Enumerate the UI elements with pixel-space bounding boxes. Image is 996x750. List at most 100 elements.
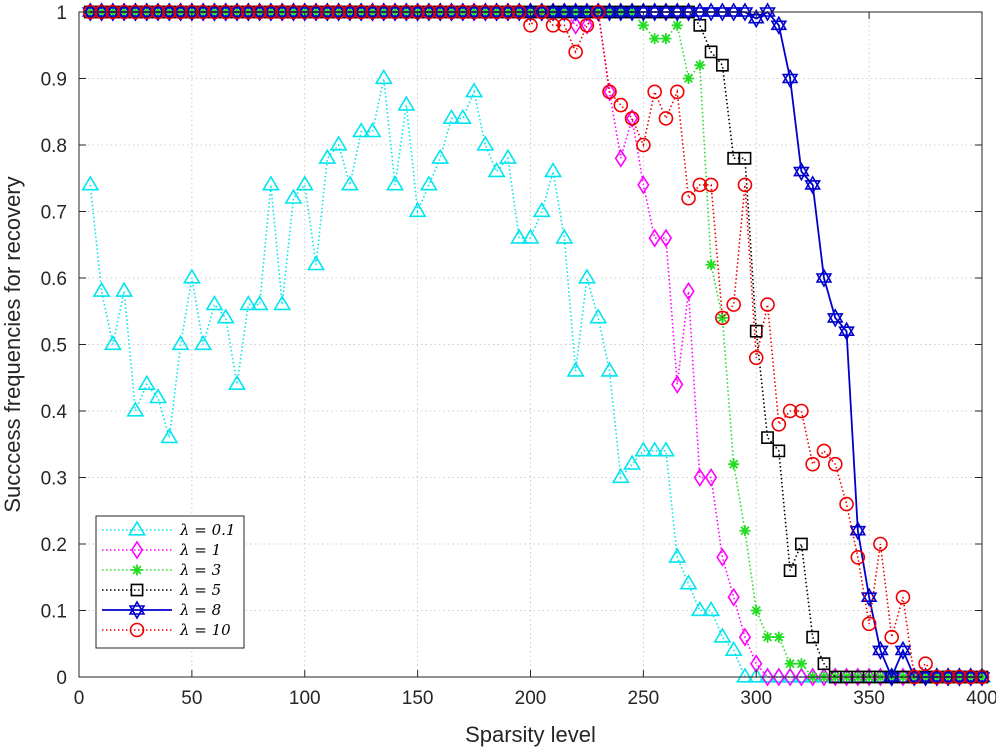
data-point: [127, 2, 144, 22]
data-point: [658, 111, 674, 126]
legend-marker: [129, 622, 145, 638]
data-point: [623, 454, 642, 470]
data-point: [659, 228, 673, 248]
data-point: [679, 574, 698, 590]
data-point: [693, 468, 706, 487]
data-point: [126, 401, 145, 417]
data-point: [171, 334, 190, 351]
legend: λ = 0.1 λ = 1 λ = 3 λ = 5 λ = 8 λ = 10: [95, 515, 245, 649]
data-point: [329, 135, 348, 151]
data-point: [556, 2, 573, 22]
data-point: [773, 631, 785, 643]
data-point: [115, 2, 133, 22]
data-point: [783, 667, 797, 687]
data-point: [724, 640, 743, 656]
data-point: [419, 175, 438, 191]
data-point: [795, 658, 807, 670]
data-point: [476, 135, 495, 151]
data-point: [498, 148, 517, 164]
data-point: [793, 161, 810, 182]
data-point: [319, 2, 336, 22]
data-point: [806, 630, 820, 644]
data-point: [194, 334, 213, 351]
y-tick-label: 0.7: [41, 203, 67, 224]
legend-label: λ = 8: [179, 601, 221, 619]
data-point: [137, 374, 156, 390]
data-point: [228, 374, 247, 390]
data-point: [928, 667, 946, 687]
data-point: [783, 564, 797, 577]
data-point: [804, 175, 822, 195]
data-point: [759, 2, 776, 22]
y-axis-label: Succcess frequencies for recovery: [0, 176, 25, 512]
x-tick-label: 200: [515, 688, 547, 709]
ticks: 0 50 100 150 200 250 300 350 400 0 0.1 0.2 0.3 0.4 0.5…: [41, 3, 996, 709]
data-point: [771, 416, 787, 432]
data-point: [251, 2, 268, 22]
data-point: [589, 308, 608, 324]
data-point: [649, 33, 661, 45]
data-point: [250, 295, 269, 311]
data-point: [671, 19, 683, 31]
data-point: [352, 2, 370, 22]
data-point: [510, 228, 529, 244]
data-point: [330, 2, 347, 22]
y-tick-label: 0.4: [41, 402, 68, 423]
data-point: [340, 175, 359, 191]
y-tick-label: 0.8: [41, 136, 67, 157]
data-point: [228, 2, 246, 22]
x-tick-label: 150: [402, 688, 434, 709]
data-point: [715, 310, 730, 326]
y-tick-label: 0.6: [41, 269, 67, 290]
data-point: [838, 321, 855, 341]
data-point: [611, 467, 630, 484]
data-point: [568, 44, 583, 60]
data-point: [728, 458, 740, 470]
series-line: [89, 78, 982, 678]
data-point: [443, 2, 460, 22]
data-point: [352, 122, 371, 138]
data-point: [465, 2, 483, 22]
data-point: [420, 2, 438, 22]
data-point: [648, 228, 661, 248]
data-point: [702, 600, 721, 617]
data-point: [962, 667, 980, 687]
data-point: [693, 18, 707, 32]
data-point: [398, 2, 415, 22]
data-point: [772, 667, 785, 687]
data-point: [363, 122, 382, 138]
y-tick-label: 0: [56, 668, 67, 689]
x-tick-label: 100: [289, 688, 321, 709]
data-point: [739, 525, 751, 537]
y-tick-label: 0.1: [41, 602, 67, 623]
data-point: [668, 547, 687, 563]
data-point: [81, 175, 100, 191]
data-point: [579, 17, 595, 33]
data-point: [704, 468, 718, 487]
data-point: [784, 658, 796, 670]
data-point: [477, 2, 494, 22]
legend-label: λ = 10: [179, 621, 231, 639]
data-point: [725, 2, 742, 22]
data-point: [93, 2, 110, 22]
data-point: [738, 627, 752, 647]
data-point: [532, 201, 551, 218]
data-point: [104, 2, 122, 22]
legend-box: [95, 515, 245, 649]
data-point: [499, 2, 517, 22]
data-point: [805, 456, 820, 472]
legend-item: λ = 10: [102, 621, 231, 639]
data-point: [761, 431, 774, 444]
data-point: [217, 2, 235, 22]
data-point: [465, 82, 484, 98]
legend-marker: [130, 583, 144, 597]
legend-item: λ = 5: [102, 581, 221, 599]
data-point: [694, 59, 706, 71]
data-point: [637, 175, 650, 195]
data-point: [713, 627, 732, 643]
data-point: [567, 2, 584, 22]
x-tick-label: 300: [740, 688, 772, 709]
data-point: [284, 188, 303, 204]
data-point: [703, 177, 719, 193]
data-point: [762, 631, 774, 643]
